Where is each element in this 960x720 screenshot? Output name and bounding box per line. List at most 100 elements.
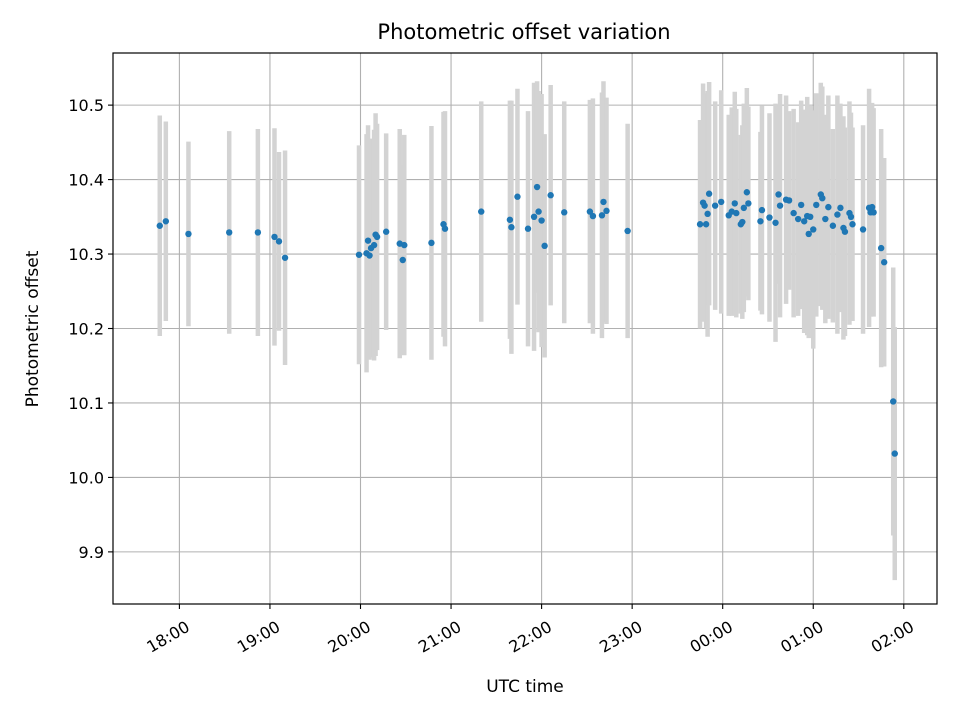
data-point — [822, 215, 829, 223]
data-point — [401, 241, 408, 249]
data-point — [701, 202, 708, 209]
data-point — [281, 254, 289, 261]
y-tick-label: 10.1 — [68, 394, 104, 413]
data-point — [373, 233, 381, 241]
data-point — [733, 209, 740, 217]
x-tick-label: 19:00 — [234, 617, 283, 657]
data-point — [772, 219, 779, 226]
x-tick-label: 23:00 — [596, 617, 645, 657]
data-point — [254, 229, 262, 236]
data-point — [399, 256, 406, 264]
data-point — [794, 215, 802, 223]
data-point — [890, 398, 897, 405]
data-point — [547, 192, 554, 199]
data-point — [704, 210, 711, 218]
data-point — [800, 218, 808, 225]
data-point — [603, 207, 610, 215]
y-tick-label: 10.4 — [68, 171, 104, 190]
data-point — [441, 225, 449, 232]
y-tick-label: 10.3 — [68, 245, 104, 264]
data-point — [514, 193, 521, 200]
data-point — [880, 259, 888, 266]
data-point — [810, 226, 817, 233]
data-point — [891, 450, 898, 457]
x-tick-label: 18:00 — [143, 617, 192, 657]
data-point — [226, 229, 233, 236]
data-point — [428, 239, 435, 247]
data-point — [366, 252, 373, 259]
data-point — [702, 221, 710, 228]
data-point — [508, 224, 515, 231]
data-point — [849, 221, 856, 228]
data-point — [859, 226, 867, 233]
data-point — [561, 209, 568, 216]
data-point — [877, 244, 885, 252]
data-point — [805, 230, 812, 238]
data-point — [535, 208, 542, 215]
data-point — [739, 218, 746, 226]
data-point — [766, 214, 773, 221]
data-point — [807, 213, 814, 221]
data-point — [530, 213, 538, 221]
data-point — [711, 202, 719, 209]
x-tick-label: 20:00 — [324, 617, 373, 657]
data-point — [364, 237, 372, 244]
data-point — [538, 217, 545, 224]
data-point — [775, 191, 782, 198]
data-point — [598, 212, 606, 219]
data-point — [156, 222, 163, 229]
data-point — [743, 189, 751, 196]
data-point — [600, 198, 607, 206]
data-point — [731, 200, 738, 207]
data-point — [355, 251, 363, 258]
data-point — [740, 204, 748, 212]
data-point — [705, 190, 713, 197]
x-tick-label: 00:00 — [687, 617, 736, 657]
data-point — [624, 227, 631, 235]
data-point — [868, 203, 876, 211]
data-point — [785, 197, 793, 204]
y-tick-label: 10.2 — [68, 320, 104, 339]
data-point — [829, 222, 837, 229]
data-point — [745, 200, 752, 207]
data-point — [162, 218, 170, 225]
data-point — [813, 201, 820, 209]
data-point — [524, 225, 532, 232]
y-tick-label: 10.0 — [68, 468, 104, 487]
data-point — [370, 241, 378, 249]
data-point — [382, 228, 390, 235]
data-point — [841, 228, 849, 235]
y-tick-label: 9.9 — [79, 543, 104, 562]
data-point — [847, 213, 855, 221]
x-tick-label: 01:00 — [777, 617, 826, 657]
data-point — [533, 183, 541, 191]
data-point — [478, 208, 485, 215]
data-point — [185, 230, 192, 238]
data-point — [696, 221, 704, 228]
data-point — [837, 204, 844, 212]
data-point — [506, 216, 514, 223]
data-point — [758, 206, 766, 214]
data-point — [589, 212, 597, 220]
data-point — [790, 209, 797, 217]
chart-title: Photometric offset variation — [377, 20, 670, 44]
data-point — [834, 211, 841, 218]
y-axis-label: Photometric offset — [23, 250, 43, 407]
data-point — [825, 203, 832, 211]
x-tick-label: 02:00 — [868, 617, 917, 657]
x-axis-ticks: 18:00 19:00 20:00 21:00 22:00 23:00 00:00 01:00… — [143, 604, 917, 657]
x-axis-label: UTC time — [486, 677, 564, 697]
x-tick-label: 21:00 — [415, 617, 464, 657]
data-point — [819, 194, 826, 202]
data-point — [271, 233, 278, 241]
data-point — [797, 201, 805, 209]
data-point — [275, 238, 283, 245]
data-points — [156, 183, 898, 457]
data-point — [541, 242, 548, 250]
y-axis-ticks: 9.9 10.0 10.1 10.2 10.3 10.4 10.5 — [68, 96, 113, 562]
data-point — [776, 202, 784, 209]
data-point — [870, 209, 877, 216]
y-tick-label: 10.5 — [68, 96, 104, 115]
data-point — [717, 198, 725, 206]
